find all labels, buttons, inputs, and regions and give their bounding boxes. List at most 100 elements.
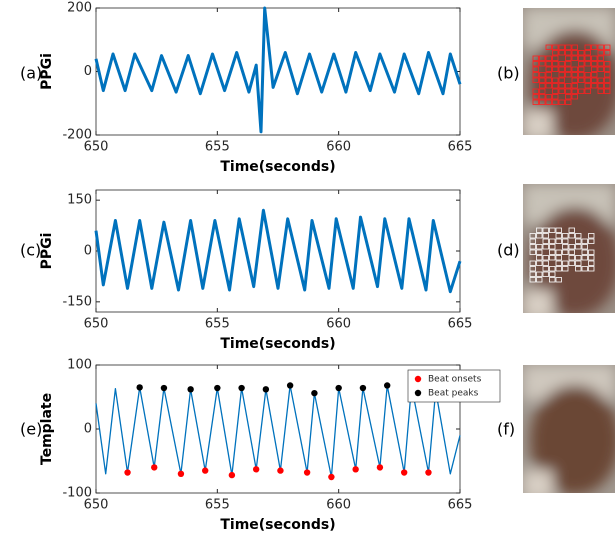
roi-box [568,255,575,261]
data-point [425,469,432,476]
x-tick-label: 665 [448,140,473,155]
y-tick-label: 0 [84,244,92,259]
roi-box [584,72,591,78]
roi-box [555,238,562,244]
data-point [286,382,294,389]
roi-box [565,55,572,61]
roi-box [575,266,582,272]
roi-box [549,271,556,277]
roi-box [545,55,552,61]
roi-box [568,249,575,255]
roi-box [584,88,591,94]
roi-box [588,266,595,272]
roi-box [565,72,572,78]
data-point [335,384,342,392]
face-image-b [523,8,615,135]
roi-box [604,83,611,89]
legend-label: Beat onsets [428,375,482,385]
roi-box [552,77,559,83]
y-tick-label: -100 [62,486,92,501]
roi-box [578,55,585,61]
roi-box [539,83,546,89]
roi-box [542,266,549,272]
roi-box [597,77,604,83]
roi-box [555,255,562,261]
roi-box [549,227,556,233]
roi-box [532,94,539,100]
x-tick-label: 660 [326,317,351,332]
roi-box [571,50,578,56]
roi-box [571,83,578,89]
data-line [94,6,462,134]
data-point [376,464,384,471]
roi-box [581,244,588,250]
x-tick-label: 650 [84,140,109,155]
roi-box [558,99,565,105]
data-point [151,464,158,471]
roi-box [571,72,578,78]
roi-box [555,277,562,283]
face-image-d [523,184,615,313]
legend-box [407,369,501,403]
x-tick-label: 655 [205,317,230,332]
roi-box [532,99,539,105]
roi-box [558,61,565,67]
roi-box [529,249,536,255]
roi-box [549,277,556,283]
legend-marker [414,389,422,397]
y-axis-label: Template [39,393,55,465]
x-tick-label: 655 [205,140,230,155]
roi-box [529,277,536,283]
roi-box [581,249,588,255]
roi-box [532,55,539,61]
roi-box [597,50,604,56]
y-tick-label: -200 [62,128,92,143]
roi-box [575,255,582,261]
y-tick-label: 150 [67,193,92,208]
roi-box [588,255,595,261]
panel-label: (a) [20,64,42,83]
roi-box [578,66,585,72]
roi-box [549,255,556,261]
roi-box [565,44,572,50]
roi-box [604,50,611,56]
roi-box [562,244,569,250]
data-point [328,473,335,481]
roi-box [571,66,578,72]
roi-box [584,77,591,83]
data-point [359,384,367,392]
roi-box [545,66,552,72]
roi-box [552,50,559,56]
roi-box [532,77,539,83]
data-point [400,469,408,476]
roi-box [529,266,536,272]
roi-box [597,66,604,72]
roi-box [604,66,611,72]
roi-box [597,55,604,61]
roi-box [539,99,546,105]
roi-box [597,83,604,89]
roi-box [529,238,536,244]
roi-box [555,260,562,266]
roi-box [536,233,543,239]
roi-box [536,255,543,261]
data-point [352,466,359,473]
roi-box [558,83,565,89]
roi-box [552,55,559,61]
roi-box [549,249,556,255]
data-point [228,471,236,479]
roi-box [529,233,536,239]
data-point [202,467,209,474]
roi-box [536,249,543,255]
roi-box [571,88,578,94]
panel-label: (f) [497,420,515,439]
data-point [160,384,168,392]
roi-box [549,238,556,244]
roi-box [588,233,595,239]
x-tick-label: 650 [84,498,109,513]
y-tick-label: 0 [84,64,92,79]
roi-box [555,266,562,272]
roi-box [552,66,559,72]
roi-box [545,44,552,50]
